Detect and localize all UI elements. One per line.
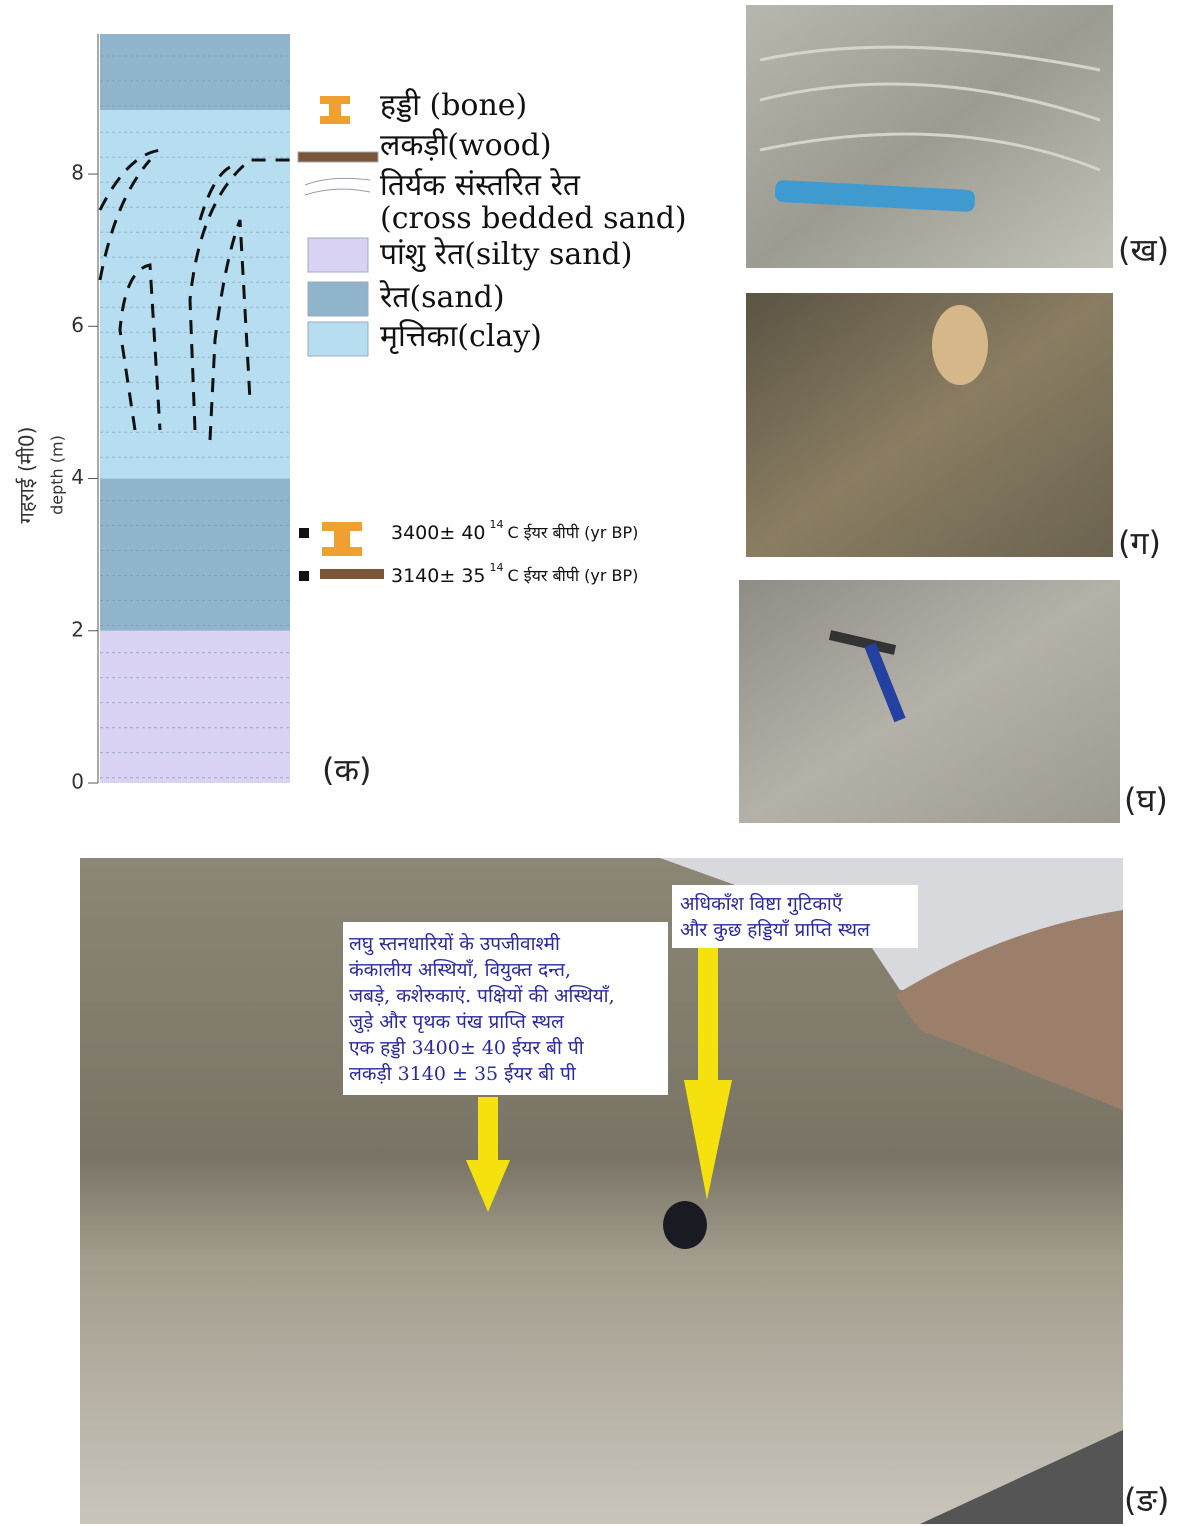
panel-label: (ग) — [1118, 524, 1161, 562]
legend-label: रेत(sand) — [379, 280, 505, 315]
axis-title-en: depth (m) — [48, 435, 67, 515]
wood-icon — [320, 569, 384, 579]
y-tick-label: 0 — [71, 770, 84, 794]
date-sup: 14 — [490, 518, 504, 531]
legend-label: मृत्तिका(clay) — [380, 319, 542, 355]
y-tick-label: 2 — [71, 617, 84, 641]
date-label: 3400± 40 14 C ईयर बीपी (yr BP) — [391, 518, 638, 544]
legend-label: लकड़ी(wood) — [380, 128, 552, 163]
photo-bone-detail — [932, 305, 988, 385]
annotation-line: लघु स्तनधारियों के उपजीवाश्मी — [349, 932, 561, 956]
legend-label: तिर्यक संस्तरित रेत — [380, 168, 581, 203]
legend-swatch — [308, 282, 368, 316]
annotation-line: लकड़ी 3140 ± 35 ईयर बी पी — [349, 1062, 577, 1085]
y-tick-label: 8 — [71, 161, 84, 185]
photo-bag — [663, 1201, 707, 1249]
y-tick-label: 4 — [71, 465, 84, 489]
date-unit: C ईयर बीपी (yr BP) — [508, 523, 639, 542]
annotation-line: जुड़े और पृथक पंख प्राप्ति स्थल — [349, 1010, 565, 1034]
axis-title: गहराई (मी0) — [15, 427, 39, 524]
figure: 0 2 4 6 8 हड्डी (bone) लकड़ी(wood) तिर्यक संस्त… — [0, 0, 1189, 1526]
annotation-line: एक हड्डी 3400± 40 ईयर बी पी — [349, 1036, 585, 1059]
photo-cross-bedding — [746, 5, 1113, 268]
legend-swatch — [308, 238, 368, 272]
annotation-line: अधिकाँश विष्टा गुटिकाएँ — [680, 892, 843, 916]
bone-icon — [322, 522, 362, 556]
legend-swatch — [308, 322, 368, 356]
layer — [100, 479, 290, 631]
panel-label: (ङ) — [1124, 1481, 1169, 1519]
annotation-line: कंकालीय अस्थियाँ, वियुक्त दन्त, — [349, 958, 571, 982]
photo-hammer — [739, 580, 1120, 823]
legend-swatch — [298, 152, 378, 162]
legend-bone-icon — [320, 96, 350, 124]
annotation-line: और कुछ हड्डियाँ प्राप्ति स्थल — [680, 918, 871, 942]
annotation-line: जबड़े, कशेरुकाएं. पक्षियों की अस्थियाँ, — [349, 984, 615, 1007]
date-sup: 14 — [490, 561, 504, 574]
panel-label: (ख) — [1118, 231, 1169, 269]
panel-label: (क) — [322, 751, 372, 789]
date-label: 3140± 35 14 C ईयर बीपी (yr BP) — [391, 561, 638, 587]
photo-bone — [746, 293, 1113, 557]
layer — [100, 34, 290, 110]
legend-label: हड्डी (bone) — [380, 88, 527, 123]
legend-cross-icon — [305, 178, 370, 195]
date-marker — [299, 571, 309, 581]
date-marker — [299, 528, 309, 538]
legend-label: पांशु रेत(silty sand) — [380, 237, 632, 273]
date-unit: C ईयर बीपी (yr BP) — [508, 566, 639, 585]
layer — [100, 631, 290, 783]
date-value: 3140± 35 — [391, 565, 486, 587]
y-tick-label: 6 — [71, 313, 84, 337]
panel-label: (घ) — [1124, 781, 1168, 819]
legend-label: (cross bedded sand) — [380, 201, 687, 236]
date-value: 3400± 40 — [391, 522, 486, 544]
